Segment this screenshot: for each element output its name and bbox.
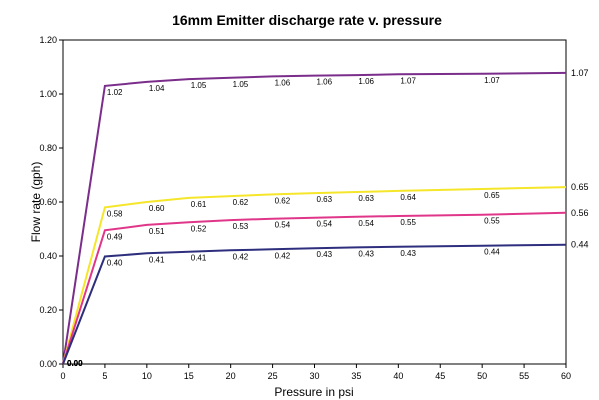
data-label: 0.54 [317,220,333,229]
data-label: 0.61 [191,200,207,209]
data-label: 0.55 [400,218,416,227]
x-tick-label: 10 [142,371,152,381]
y-axis-label: Flow rate (gph) [29,162,43,243]
data-label: 0.55 [484,217,500,226]
y-tick-label: 0.40 [39,251,57,261]
series-lines [62,71,567,365]
data-label: 0.62 [233,198,249,207]
data-label: 1.05 [191,81,207,90]
x-axis-ticks: 0 5 10 15 20 25 30 35 40 45 50 55 60 [60,364,571,381]
x-axis-label: Pressure in psi [274,385,353,399]
data-label: 0.62 [275,196,291,205]
data-label: 0.41 [191,254,207,263]
data-labels: 0.00 1.02 1.04 1.05 1.05 1.06 1.06 1.06 1.07 1.07… [67,76,500,368]
series-line [62,71,567,365]
data-label: 0.43 [317,250,333,259]
data-label: 0.00 [67,359,83,368]
data-label: 0.54 [275,221,291,230]
data-label: 0.65 [484,191,500,200]
end-label: 0.44 [571,240,589,250]
x-tick-label: 45 [435,371,445,381]
series-line [62,243,567,365]
end-label: 0.65 [571,182,589,192]
y-axis-ticks: 0.00 0.20 0.40 0.60 0.80 1.00 1.20 [39,35,63,369]
x-tick-label: 0 [60,371,65,381]
data-label: 0.53 [233,222,249,231]
data-label: 1.06 [358,77,374,86]
y-tick-label: 0.00 [39,359,57,369]
data-label: 0.63 [317,195,333,204]
y-tick-label: 1.00 [39,89,57,99]
data-label: 0.58 [107,209,123,218]
data-label: 0.49 [107,232,123,241]
data-label: 1.05 [233,80,249,89]
data-label: 1.02 [107,88,123,97]
end-label: 1.07 [571,68,589,78]
data-label: 0.00 [67,359,83,368]
data-label: 0.43 [400,249,416,258]
x-tick-label: 5 [102,371,107,381]
data-label: 0.00 [67,359,83,368]
y-tick-label: 0.60 [39,197,57,207]
x-tick-label: 25 [268,371,278,381]
data-label: 0.44 [484,248,500,257]
series-line [62,186,567,365]
data-label: 0.51 [149,227,165,236]
data-label: 1.07 [400,76,416,85]
data-label: 0.63 [358,194,374,203]
data-label: 0.41 [149,255,165,264]
plot-area [62,39,567,365]
x-tick-label: 35 [351,371,361,381]
data-label: 0.54 [358,219,374,228]
x-tick-label: 20 [226,371,236,381]
data-label: 0.00 [67,359,83,368]
x-tick-label: 40 [393,371,403,381]
data-label: 1.06 [275,78,291,87]
y-tick-label: 1.20 [39,35,57,45]
end-labels: 1.07 0.65 0.56 0.44 [571,68,589,250]
x-tick-label: 60 [561,371,571,381]
data-label: 0.42 [275,251,291,260]
data-label: 1.07 [484,76,500,85]
series-line [62,211,567,365]
data-label: 0.52 [191,224,207,233]
data-label: 0.60 [149,204,165,213]
chart-title: 16mm Emitter discharge rate v. pressure [172,12,442,28]
data-label: 0.43 [358,249,374,258]
x-tick-label: 55 [519,371,529,381]
data-label: 1.06 [317,78,333,87]
y-tick-label: 0.80 [39,143,57,153]
x-tick-label: 30 [309,371,319,381]
x-tick-label: 50 [477,371,487,381]
x-tick-label: 15 [184,371,194,381]
data-label: 0.64 [400,193,416,202]
data-label: 0.40 [107,259,123,268]
data-label: 1.04 [149,84,165,93]
end-label: 0.56 [571,208,589,218]
data-label: 0.42 [233,252,249,261]
y-tick-label: 0.20 [39,305,57,315]
